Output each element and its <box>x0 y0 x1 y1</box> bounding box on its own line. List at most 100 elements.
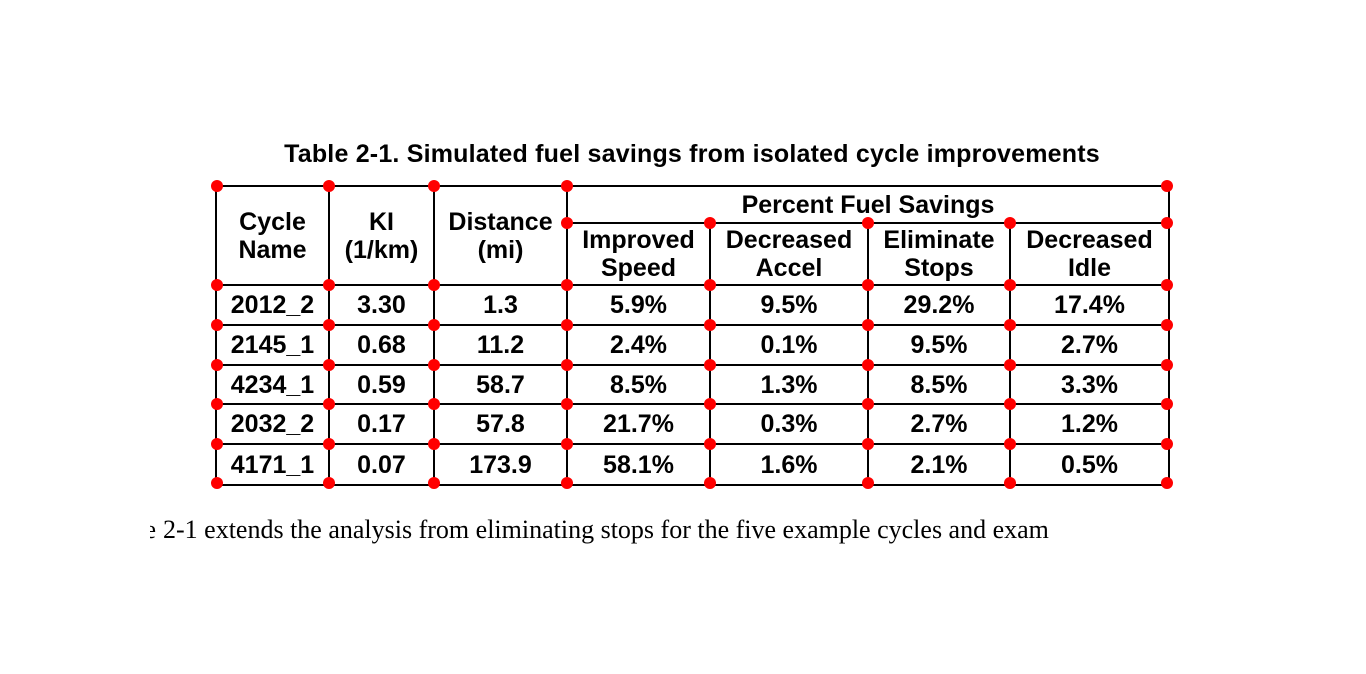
grid-marker-dot <box>1161 438 1173 450</box>
data-cell: 17.4% <box>1011 286 1168 326</box>
grid-marker-dot <box>1161 398 1173 410</box>
grid-marker-dot <box>323 398 335 410</box>
data-cell: 1.3 <box>435 286 568 326</box>
fuel-savings-table: Cycle Name KI (1/km) Distance (mi) Perce… <box>215 185 1170 486</box>
clipped-word-fragment: e <box>150 515 156 544</box>
grid-marker-dot <box>704 438 716 450</box>
grid-marker-dot <box>561 477 573 489</box>
grid-marker-dot <box>561 180 573 192</box>
grid-marker-dot <box>211 398 223 410</box>
grid-marker-dot <box>428 398 440 410</box>
grid-marker-dot <box>323 279 335 291</box>
grid-marker-dot <box>428 279 440 291</box>
grid-marker-dot <box>704 359 716 371</box>
grid-marker-dot <box>211 319 223 331</box>
grid-marker-dot <box>323 438 335 450</box>
data-cell: 2.4% <box>568 326 711 366</box>
data-cell: 2145_1 <box>217 326 330 366</box>
grid-marker-dot <box>704 319 716 331</box>
data-cell: 0.07 <box>330 445 435 484</box>
header-cell-distance: Distance (mi) <box>435 187 568 286</box>
grid-marker-dot <box>428 438 440 450</box>
data-cell: 3.30 <box>330 286 435 326</box>
grid-marker-dot <box>561 319 573 331</box>
grid-marker-dot <box>323 477 335 489</box>
grid-marker-dot <box>561 359 573 371</box>
data-cell: 2.7% <box>869 405 1011 445</box>
data-cell: 29.2% <box>869 286 1011 326</box>
grid-marker-dot <box>1161 477 1173 489</box>
data-cell: 5.9% <box>568 286 711 326</box>
data-cell: 0.1% <box>711 326 869 366</box>
grid-marker-dot <box>862 477 874 489</box>
data-cell: 0.17 <box>330 405 435 445</box>
header-cell-cycle-name: Cycle Name <box>217 187 330 286</box>
data-cell: 1.3% <box>711 366 869 405</box>
table-title: Table 2-1. Simulated fuel savings from i… <box>284 140 1100 168</box>
grid-marker-dot <box>862 279 874 291</box>
grid-marker-dot <box>1004 477 1016 489</box>
grid-marker-dot <box>211 180 223 192</box>
header-cell-improved-speed: Improved Speed <box>568 224 711 286</box>
grid-marker-dot <box>428 180 440 192</box>
data-cell: 173.9 <box>435 445 568 484</box>
header-cell-ki: KI (1/km) <box>330 187 435 286</box>
data-cell: 0.3% <box>711 405 869 445</box>
grid-marker-dot <box>561 398 573 410</box>
data-cell: 57.8 <box>435 405 568 445</box>
grid-marker-dot <box>561 438 573 450</box>
data-cell: 2012_2 <box>217 286 330 326</box>
grid-marker-dot <box>428 477 440 489</box>
data-cell: 3.3% <box>1011 366 1168 405</box>
grid-marker-dot <box>1161 359 1173 371</box>
grid-marker-dot <box>211 279 223 291</box>
grid-marker-dot <box>704 477 716 489</box>
data-cell: 2032_2 <box>217 405 330 445</box>
data-cell: 9.5% <box>869 326 1011 366</box>
grid-marker-dot <box>1004 279 1016 291</box>
grid-marker-dot <box>1004 319 1016 331</box>
data-cell: 2.1% <box>869 445 1011 484</box>
header-cell-decreased-accel: Decreased Accel <box>711 224 869 286</box>
grid-marker-dot <box>1004 398 1016 410</box>
data-cell: 9.5% <box>711 286 869 326</box>
grid-marker-dot <box>211 438 223 450</box>
data-cell: 1.2% <box>1011 405 1168 445</box>
grid-marker-dot <box>323 180 335 192</box>
grid-marker-dot <box>862 438 874 450</box>
grid-marker-dot <box>862 359 874 371</box>
grid-marker-dot <box>561 217 573 229</box>
data-cell: 0.68 <box>330 326 435 366</box>
grid-marker-dot <box>323 319 335 331</box>
grid-marker-dot <box>211 359 223 371</box>
grid-marker-dot <box>1004 359 1016 371</box>
data-cell: 58.1% <box>568 445 711 484</box>
header-cell-eliminate-stops: Eliminate Stops <box>869 224 1011 286</box>
grid-marker-dot <box>1004 438 1016 450</box>
grid-marker-dot <box>323 359 335 371</box>
grid-marker-dot <box>428 359 440 371</box>
data-cell: 58.7 <box>435 366 568 405</box>
data-cell: 4171_1 <box>217 445 330 484</box>
grid-marker-dot <box>1004 217 1016 229</box>
data-cell: 2.7% <box>1011 326 1168 366</box>
grid-marker-dot <box>704 398 716 410</box>
header-cell-decreased-idle: Decreased Idle <box>1011 224 1168 286</box>
data-cell: 11.2 <box>435 326 568 366</box>
grid-marker-dot <box>211 477 223 489</box>
grid-marker-dot <box>862 398 874 410</box>
grid-marker-dot <box>428 319 440 331</box>
data-cell: 1.6% <box>711 445 869 484</box>
data-cell: 0.59 <box>330 366 435 405</box>
grid-marker-dot <box>561 279 573 291</box>
data-cell: 21.7% <box>568 405 711 445</box>
grid-marker-dot <box>1161 279 1173 291</box>
data-cell: 0.5% <box>1061 450 1118 479</box>
grid-marker-dot <box>862 217 874 229</box>
body-paragraph: e 2-1 extends the analysis from eliminati… <box>150 514 1049 546</box>
data-cell: 8.5% <box>568 366 711 405</box>
grid-marker-dot <box>1161 319 1173 331</box>
data-cell: 4234_1 <box>217 366 330 405</box>
grid-marker-dot <box>1161 217 1173 229</box>
